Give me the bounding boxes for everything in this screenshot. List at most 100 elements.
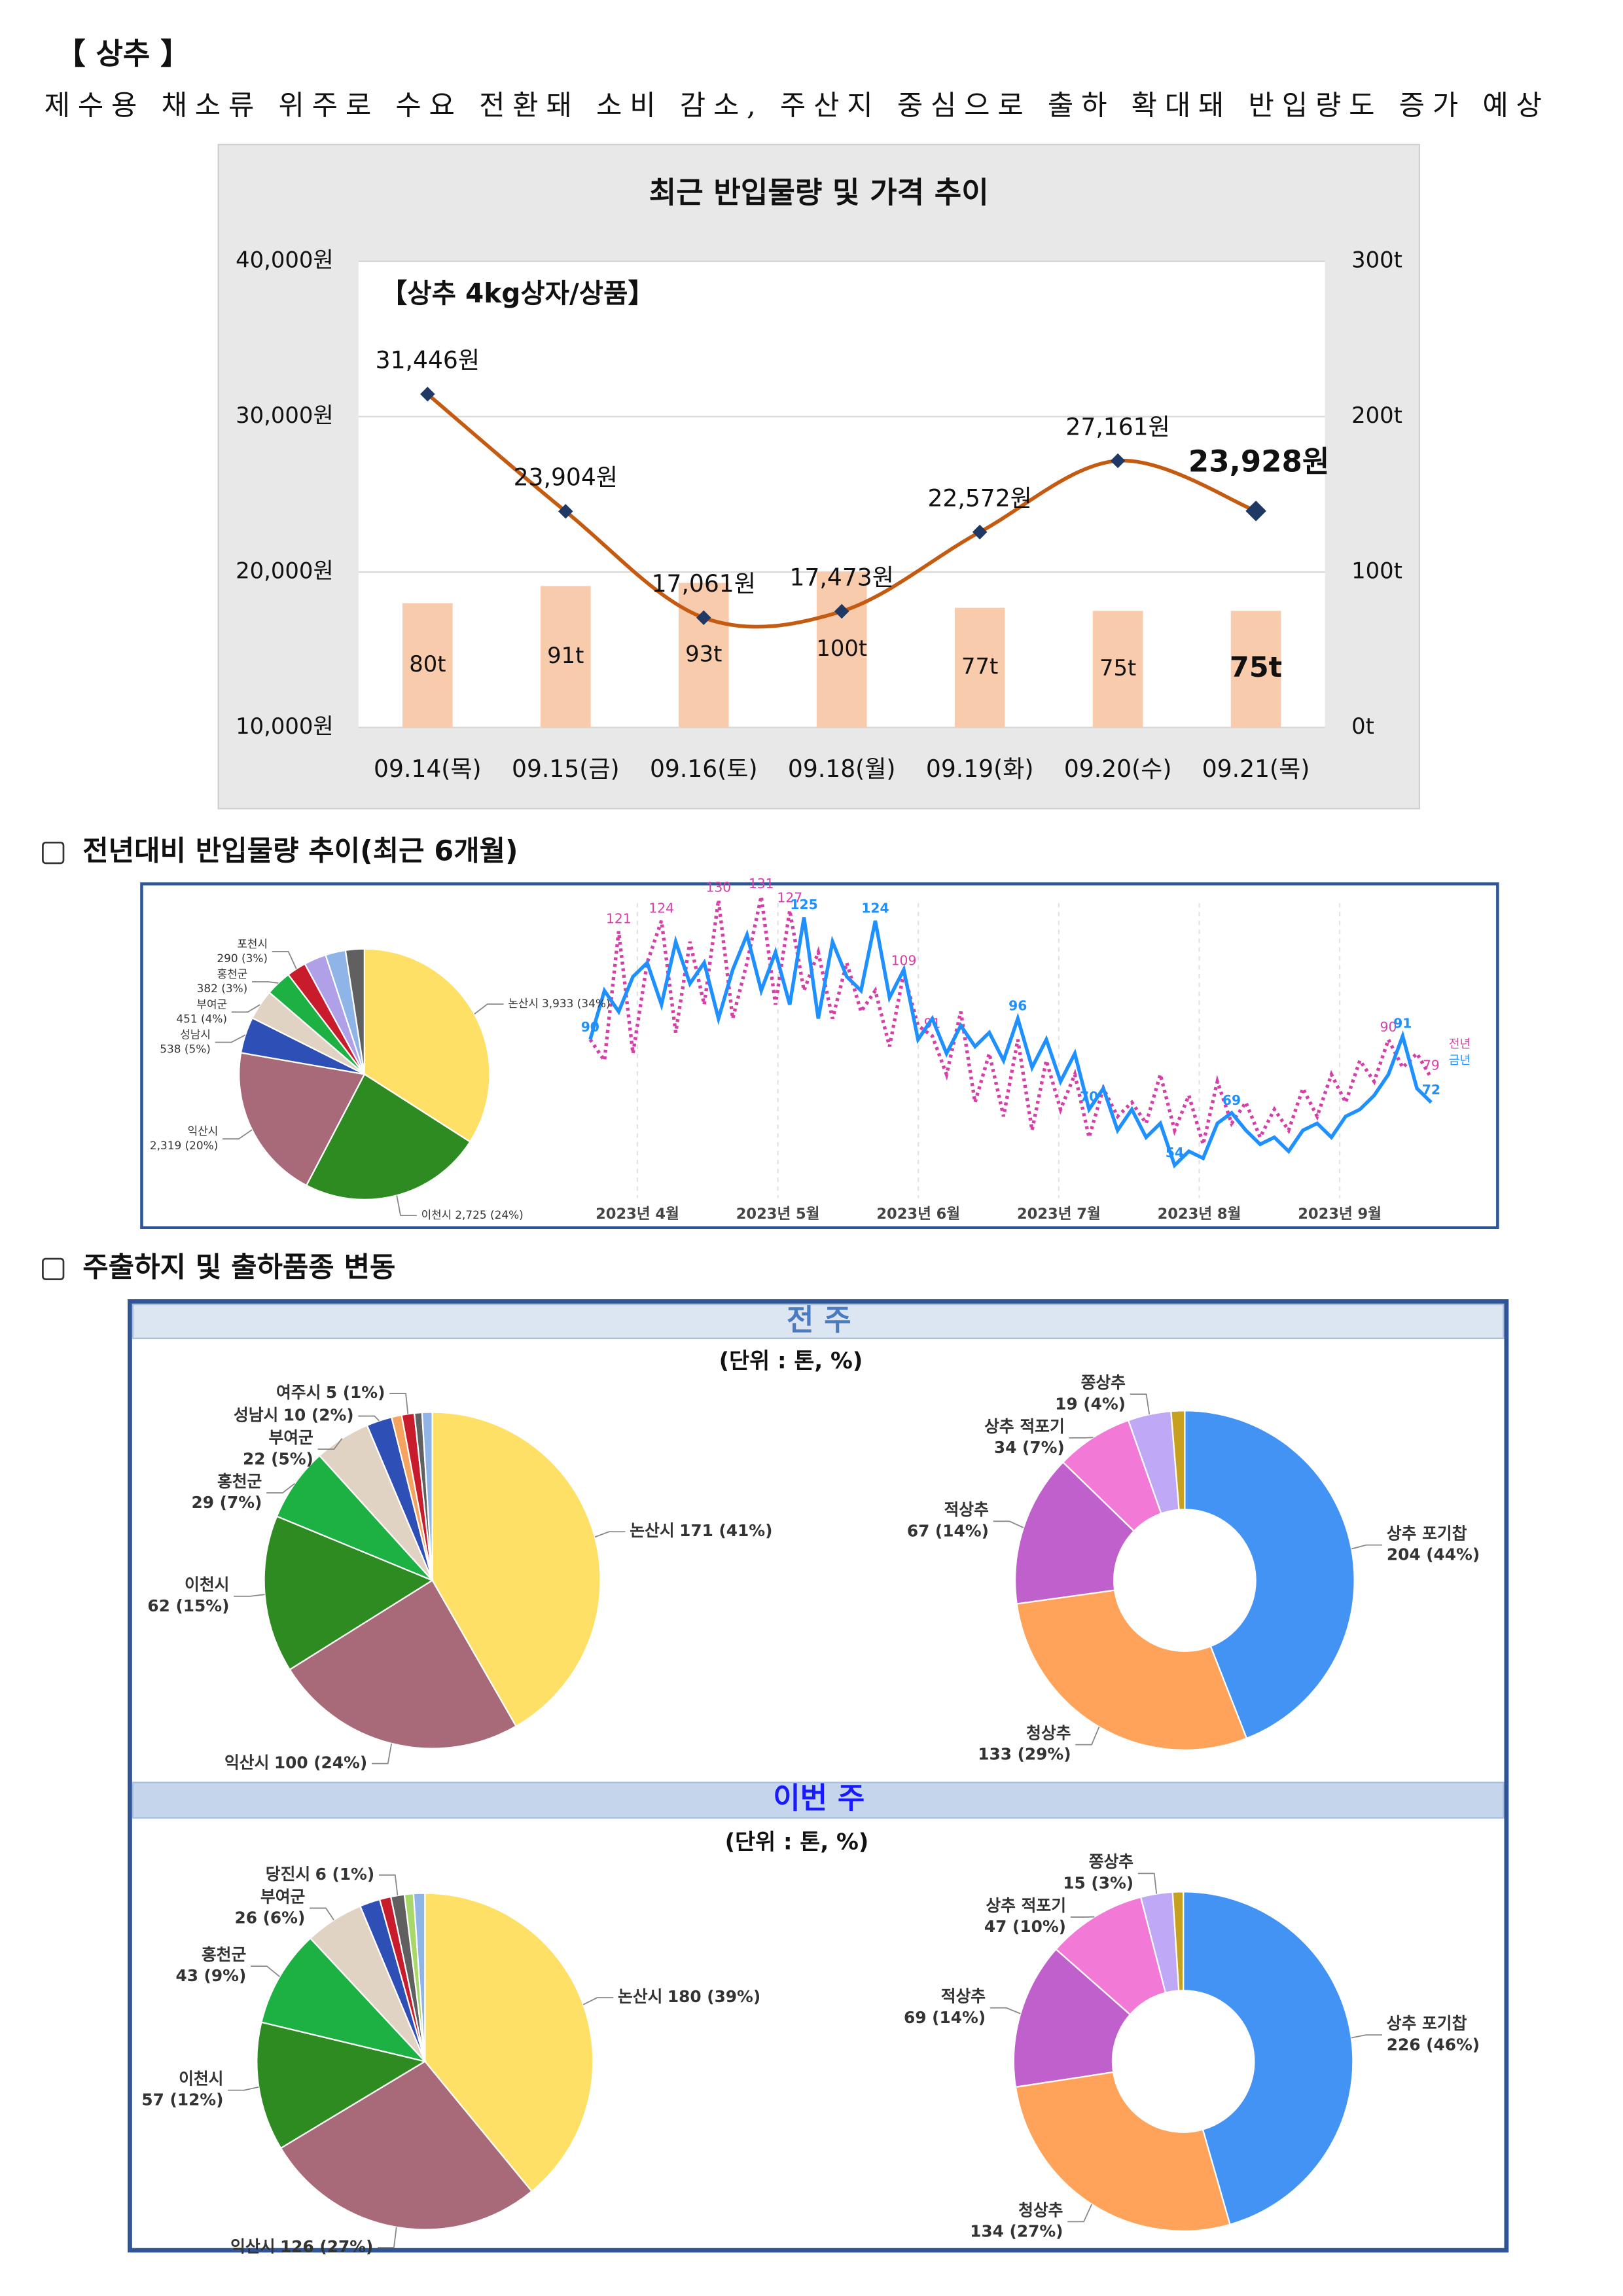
leader-line bbox=[396, 1195, 417, 1216]
slice-label: 쫑상추 15 (3%) bbox=[1063, 1852, 1133, 1892]
chart-subtitle: 【상추 4kg상자/상품】 bbox=[381, 278, 654, 309]
label-value: 22 (5%) bbox=[243, 1449, 313, 1468]
slice-label: 청상추 134 (27%) bbox=[970, 2200, 1063, 2240]
data-label: 72 bbox=[1422, 1082, 1440, 1098]
leader-line bbox=[252, 981, 279, 984]
bar bbox=[954, 607, 1005, 728]
pie-slice bbox=[260, 1937, 427, 2063]
leader-line bbox=[317, 1438, 343, 1450]
label-category: 논산시 bbox=[618, 1987, 662, 2006]
bar-label: 80t bbox=[409, 651, 446, 677]
label-category: 포천시 bbox=[237, 937, 268, 950]
slice-label: 여주시 5 (1%) bbox=[276, 1383, 385, 1402]
y-tick-label: 40,000원 bbox=[236, 247, 333, 273]
label-category: 익산시 bbox=[188, 1124, 219, 1138]
leader-line bbox=[234, 1594, 265, 1597]
panel-header bbox=[132, 1303, 1505, 1339]
panel-title: 이번 주 bbox=[773, 1780, 865, 1815]
pie-slice bbox=[431, 1411, 601, 1728]
x-tick-label: 09.16(토) bbox=[650, 755, 758, 783]
bar bbox=[1230, 611, 1281, 728]
label-category: 익산시 bbox=[230, 2237, 275, 2256]
leader-line bbox=[990, 2007, 1021, 2015]
leader-line bbox=[310, 1907, 334, 1920]
slice-label: 홍천군 43 (9%) bbox=[175, 1945, 246, 1985]
label-value: 126 (27%) bbox=[280, 2237, 373, 2256]
label-value: 10 (2%) bbox=[283, 1406, 354, 1425]
data-label: 124 bbox=[861, 900, 889, 916]
bar-label: 77t bbox=[961, 654, 998, 679]
slice-label: 당진시 6 (1%) bbox=[266, 1865, 374, 1884]
data-label: 69 bbox=[1222, 1092, 1241, 1108]
pie-slice bbox=[263, 1515, 435, 1671]
marker bbox=[972, 524, 988, 540]
data-label: 96 bbox=[1008, 998, 1027, 1014]
y-tick-label: 30,000원 bbox=[236, 403, 333, 428]
data-label: 91 bbox=[1393, 1015, 1412, 1031]
label-value: 2,319 (20%) bbox=[150, 1139, 218, 1152]
x-tick-label: 2023년 9월 bbox=[1298, 1206, 1382, 1223]
leader-line bbox=[266, 1482, 295, 1494]
pie-slice bbox=[421, 1411, 433, 1581]
label-category: 적상추 bbox=[941, 1987, 986, 2006]
marker bbox=[1245, 500, 1266, 522]
bar bbox=[678, 583, 729, 728]
label-category: 홍천군 bbox=[202, 1945, 246, 1964]
slice-label: 홍천군 382 (3%) bbox=[197, 967, 248, 995]
slice-label: 포천시 290 (3%) bbox=[217, 937, 268, 965]
slice-label: 부여군 22 (5%) bbox=[243, 1428, 313, 1468]
x-tick-label: 09.18(월) bbox=[788, 755, 896, 783]
marker bbox=[696, 610, 711, 626]
x-tick-label: 2023년 5월 bbox=[736, 1206, 820, 1223]
label-category: 적상추 bbox=[944, 1500, 989, 1519]
data-label: 54 bbox=[1166, 1145, 1184, 1160]
label-value: 69 (14%) bbox=[904, 2008, 986, 2027]
pie-slice bbox=[256, 2021, 427, 2149]
data-label: 90 bbox=[581, 1019, 599, 1035]
data-label: 27,161원 bbox=[1065, 413, 1169, 440]
pie-slice bbox=[412, 1892, 426, 2062]
label-category: 상추 포기찹 bbox=[1387, 1524, 1467, 1543]
slice-label: 상추 적포기 47 (10%) bbox=[984, 1896, 1066, 1936]
data-label: 17,061원 bbox=[652, 570, 756, 598]
slice-label: 익산시 2,319 (20%) bbox=[150, 1124, 218, 1152]
data-label: 79 bbox=[1423, 1057, 1440, 1073]
label-value: 204 (44%) bbox=[1387, 1545, 1480, 1564]
data-label: 131 bbox=[749, 876, 774, 891]
pie-slice bbox=[289, 1579, 518, 1749]
pie-slice bbox=[344, 948, 366, 1075]
x-tick-label: 09.21(목) bbox=[1202, 755, 1310, 783]
leader-line bbox=[223, 1129, 253, 1140]
label-category: 홍천군 bbox=[217, 1472, 262, 1491]
label-value: 134 (27%) bbox=[970, 2221, 1063, 2240]
leader-line bbox=[231, 1004, 260, 1013]
label-category: 논산시 bbox=[630, 1521, 674, 1540]
data-label: 125 bbox=[790, 897, 817, 912]
leader-line bbox=[1130, 1393, 1150, 1415]
slice-label: 성남시 10 (2%) bbox=[234, 1406, 354, 1425]
label-category: 논산시 bbox=[508, 997, 539, 1010]
data-label: 70 bbox=[1080, 1088, 1098, 1104]
label-value: 180 (39%) bbox=[668, 1987, 760, 2006]
bar bbox=[402, 603, 453, 728]
leader-line bbox=[594, 1531, 626, 1538]
x-tick-label: 2023년 4월 bbox=[596, 1206, 679, 1223]
label-value: 6 (1%) bbox=[315, 1865, 375, 1884]
slice-label: 상추 적포기 34 (7%) bbox=[984, 1417, 1065, 1457]
x-tick-label: 09.15(금) bbox=[512, 755, 620, 783]
x-tick-label: 2023년 7월 bbox=[1017, 1206, 1101, 1223]
leader-line bbox=[474, 1003, 504, 1014]
leader-line bbox=[1351, 2034, 1383, 2039]
label-value: 29 (7%) bbox=[192, 1493, 262, 1512]
label-value: 538 (5%) bbox=[160, 1042, 211, 1055]
label-category: 이천시 bbox=[179, 2069, 223, 2088]
y2-tick-label: 0t bbox=[1351, 713, 1374, 739]
unit-label: (단위 : 톤, %) bbox=[719, 1348, 863, 1373]
label-value: 34 (7%) bbox=[994, 1438, 1065, 1457]
pie-slice bbox=[1016, 1589, 1248, 1751]
pie-slice bbox=[1014, 2071, 1231, 2232]
label-category: 쫑상추 bbox=[1089, 1852, 1133, 1871]
label-value: 47 (10%) bbox=[984, 1917, 1066, 1936]
leader-line bbox=[371, 1743, 393, 1765]
label-category: 쫑상추 bbox=[1081, 1373, 1126, 1392]
